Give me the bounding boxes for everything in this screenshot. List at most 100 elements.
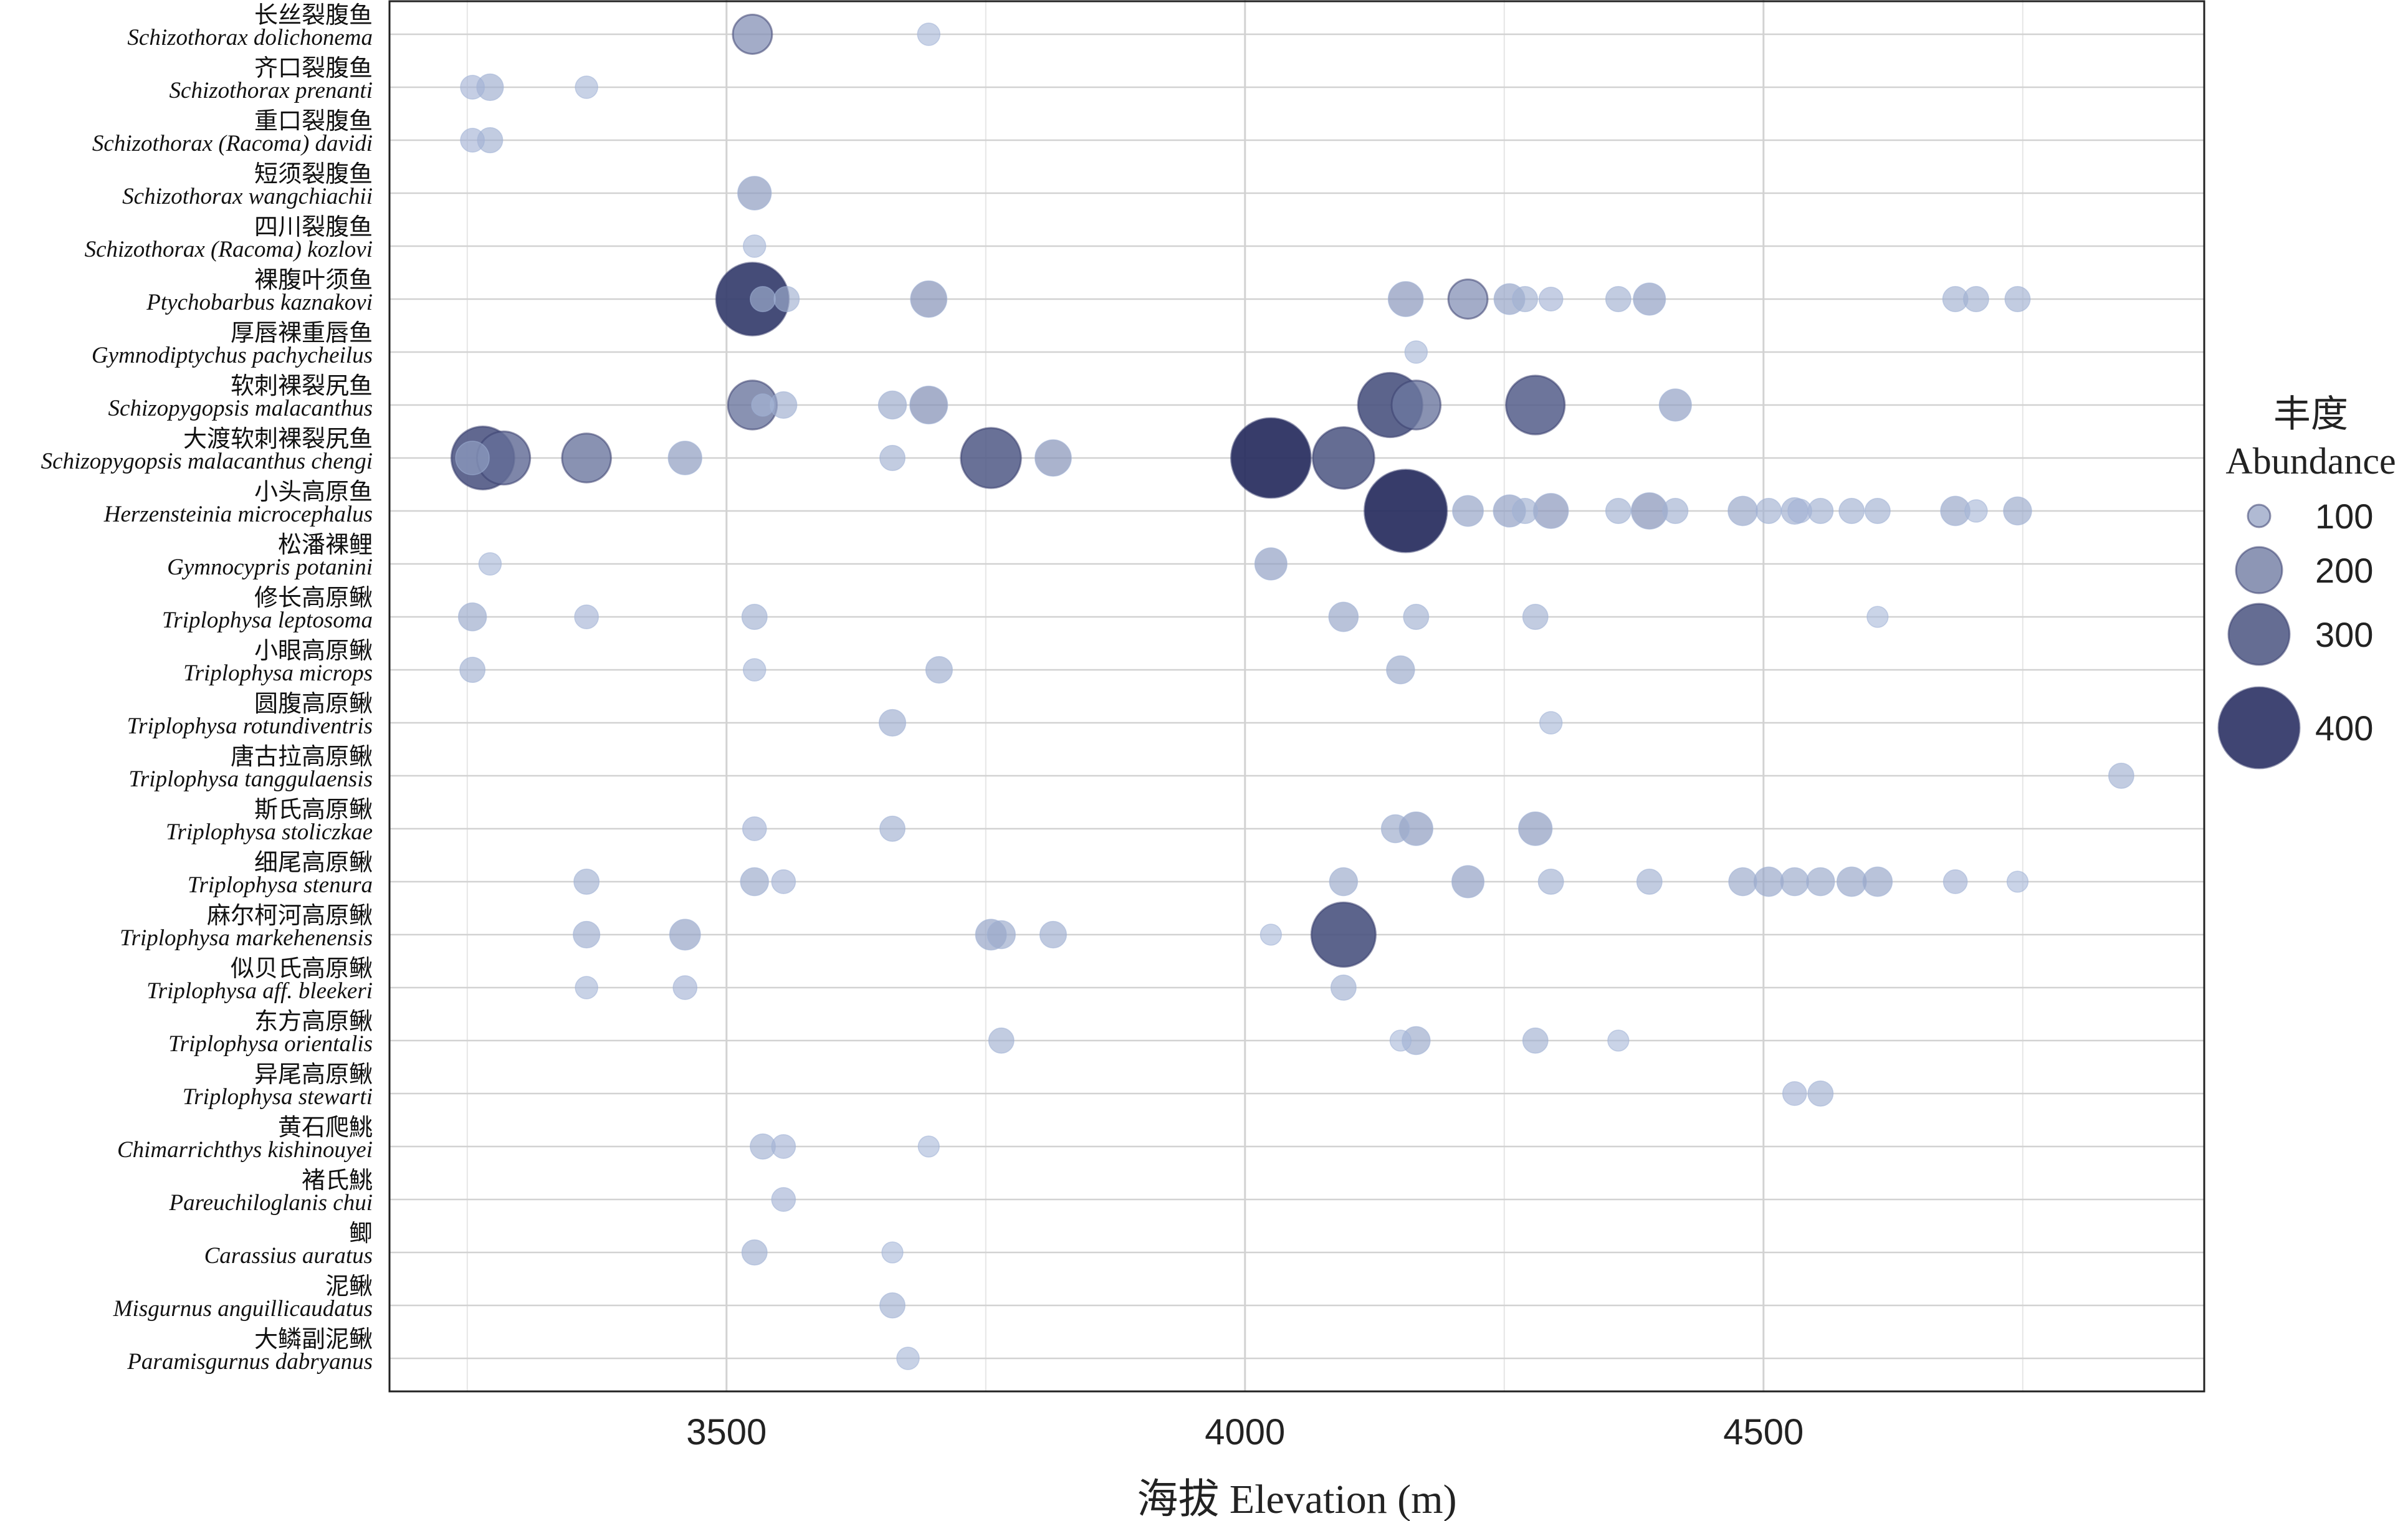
bubble-point bbox=[1403, 604, 1430, 630]
bubble-point bbox=[460, 75, 485, 100]
species-label-latin: Gymnodiptychus pachycheilus bbox=[92, 343, 373, 368]
size-legend: 丰度 Abundance 100 200 300 400 bbox=[2217, 394, 2396, 770]
species-label-latin: Triplophysa aff. bleekeri bbox=[146, 978, 373, 1004]
bubble-point bbox=[1630, 492, 1668, 530]
bubble-point bbox=[750, 286, 776, 312]
bubble-point bbox=[478, 552, 502, 576]
species-label-cn: 大鳞副泥鳅 bbox=[254, 1327, 373, 1353]
bubbles-layer bbox=[450, 14, 2134, 1370]
x-tick-label: 4000 bbox=[1205, 1412, 1285, 1452]
bubble-point bbox=[1807, 1080, 1834, 1107]
bubble-point bbox=[1505, 374, 1566, 436]
bubble-point bbox=[459, 657, 486, 683]
bubble-point bbox=[987, 920, 1016, 950]
bubble-point bbox=[1753, 866, 1784, 897]
bubble-point bbox=[1605, 498, 1632, 524]
species-label-latin: Triplophysa tanggulaensis bbox=[128, 766, 373, 792]
legend-value: 300 bbox=[2315, 615, 2373, 654]
species-label-cn: 东方高原鳅 bbox=[254, 1009, 373, 1035]
species-label-cn: 小头高原鱼 bbox=[254, 479, 373, 505]
bubble-point bbox=[740, 867, 769, 897]
bubble-point bbox=[561, 432, 612, 484]
bubble-point bbox=[574, 604, 600, 629]
bubble-point bbox=[1605, 286, 1632, 312]
species-label-cn: 异尾高原鳅 bbox=[254, 1062, 373, 1088]
bubble-point bbox=[879, 445, 906, 471]
bubble-point bbox=[1862, 866, 1893, 897]
species-label-latin: Triplophysa orientalis bbox=[168, 1031, 373, 1057]
bubble-point bbox=[1866, 606, 1889, 628]
bubble-point bbox=[575, 976, 598, 999]
bubble-point bbox=[1386, 655, 1415, 685]
bubble-point bbox=[1607, 1029, 1630, 1052]
bubble-point bbox=[1389, 1029, 1412, 1052]
bubble-point bbox=[1039, 920, 1068, 949]
bubble-point bbox=[988, 1028, 1015, 1054]
species-label-latin: Misgurnus anguillicaudatus bbox=[113, 1296, 373, 1322]
bubble-point bbox=[2003, 496, 2032, 526]
bubble-point bbox=[1387, 281, 1424, 317]
bubble-point bbox=[751, 393, 775, 417]
bubble-point bbox=[737, 176, 772, 211]
bubble-point bbox=[1254, 547, 1288, 581]
species-label-latin: Ptychobarbus kaznakovi bbox=[146, 290, 373, 315]
bubble-point bbox=[1522, 1028, 1549, 1054]
species-label-latin: Triplophysa stenura bbox=[188, 872, 373, 898]
species-label-cn: 泥鳅 bbox=[325, 1274, 373, 1300]
bubble-point bbox=[771, 869, 796, 894]
species-label-latin: Chimarrichthys kishinouyei bbox=[117, 1137, 373, 1163]
bubble-point bbox=[1512, 286, 1539, 312]
species-label-latin: Herzensteinia microcephalus bbox=[103, 502, 373, 527]
bubble-point bbox=[771, 1134, 796, 1159]
species-label-cn: 鲫 bbox=[349, 1221, 373, 1247]
species-label-cn: 斯氏高原鳅 bbox=[254, 797, 373, 823]
bubble-point bbox=[910, 280, 948, 318]
bubble-point bbox=[1662, 498, 1689, 524]
species-label-latin: Schizothorax (Racoma) davidi bbox=[92, 131, 373, 156]
bubble-point bbox=[1329, 867, 1359, 897]
bubble-point bbox=[741, 1239, 768, 1266]
species-label-cn: 齐口裂腹鱼 bbox=[254, 55, 373, 82]
bubble-point bbox=[1964, 499, 1988, 523]
x-tick-label: 3500 bbox=[686, 1412, 767, 1452]
bubble-point bbox=[917, 22, 941, 46]
species-label-cn: 似贝氏高原鳅 bbox=[231, 956, 373, 982]
bubble-point bbox=[1780, 867, 1809, 897]
bubble-point bbox=[1538, 287, 1564, 312]
legend-title-en: Abundance bbox=[2225, 441, 2396, 482]
bubble-point bbox=[917, 1135, 940, 1158]
species-label-cn: 麻尔柯河高原鳅 bbox=[207, 903, 373, 929]
bubble-point bbox=[1942, 869, 1968, 894]
species-label-latin: Schizothorax prenanti bbox=[170, 78, 373, 103]
species-label-latin: Triplophysa rotundiventris bbox=[127, 713, 373, 739]
species-label-latin: Triplophysa microps bbox=[183, 660, 373, 686]
bubble-point bbox=[1034, 439, 1072, 477]
legend-value: 200 bbox=[2315, 551, 2373, 590]
bubble-point bbox=[1328, 601, 1359, 632]
bubble-point bbox=[1230, 417, 1312, 499]
bubble-point bbox=[1782, 1081, 1807, 1106]
species-label-cn: 黄石爬鮡 bbox=[278, 1115, 373, 1141]
bubble-point bbox=[573, 869, 600, 895]
bubble-point bbox=[573, 920, 601, 949]
legend-bubble bbox=[2247, 503, 2272, 528]
bubble-point bbox=[1259, 923, 1283, 946]
bubble-point bbox=[1512, 498, 1539, 524]
species-label-cn: 小眼高原鳅 bbox=[254, 638, 373, 664]
species-label-cn: 圆腹高原鳅 bbox=[254, 691, 373, 717]
bubble-point bbox=[2108, 763, 2134, 789]
species-label-cn: 褚氏鮡 bbox=[302, 1168, 373, 1194]
bubble-point bbox=[1380, 814, 1410, 844]
bubble-point bbox=[879, 816, 906, 842]
legend-title-cn: 丰度 bbox=[2273, 394, 2348, 435]
species-label-cn: 松潘裸鲤 bbox=[278, 532, 373, 558]
bubble-point bbox=[742, 658, 767, 682]
species-label-latin: Schizothorax dolichonema bbox=[127, 25, 373, 50]
species-label-cn: 四川裂腹鱼 bbox=[254, 214, 373, 241]
bubble-point bbox=[1636, 869, 1663, 895]
bubble-point bbox=[1532, 493, 1569, 529]
species-label-cn: 裸腹叶须鱼 bbox=[254, 267, 373, 293]
bubble-point bbox=[896, 1347, 920, 1370]
